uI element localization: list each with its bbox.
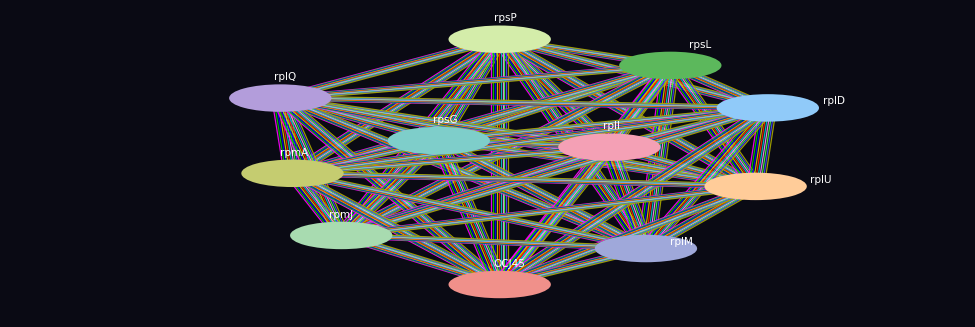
Circle shape xyxy=(619,52,722,79)
Text: rpsG: rpsG xyxy=(433,115,457,125)
Text: OCJ45: OCJ45 xyxy=(493,259,526,269)
Text: rpsL: rpsL xyxy=(688,40,711,50)
Circle shape xyxy=(717,94,819,122)
Circle shape xyxy=(242,160,343,187)
Text: rplI: rplI xyxy=(604,121,620,131)
Circle shape xyxy=(448,26,551,53)
Circle shape xyxy=(387,127,489,154)
Text: rplM: rplM xyxy=(671,237,693,247)
Circle shape xyxy=(595,235,697,262)
Text: rpsP: rpsP xyxy=(493,13,517,23)
Text: rplD: rplD xyxy=(823,96,844,106)
Circle shape xyxy=(558,133,661,161)
Text: rplQ: rplQ xyxy=(274,72,296,82)
Circle shape xyxy=(229,84,332,112)
Circle shape xyxy=(291,222,392,249)
Text: rpmJ: rpmJ xyxy=(330,210,353,220)
Circle shape xyxy=(448,271,551,298)
Text: rpmA: rpmA xyxy=(280,147,308,158)
Text: rplU: rplU xyxy=(810,175,832,185)
Circle shape xyxy=(704,173,807,200)
